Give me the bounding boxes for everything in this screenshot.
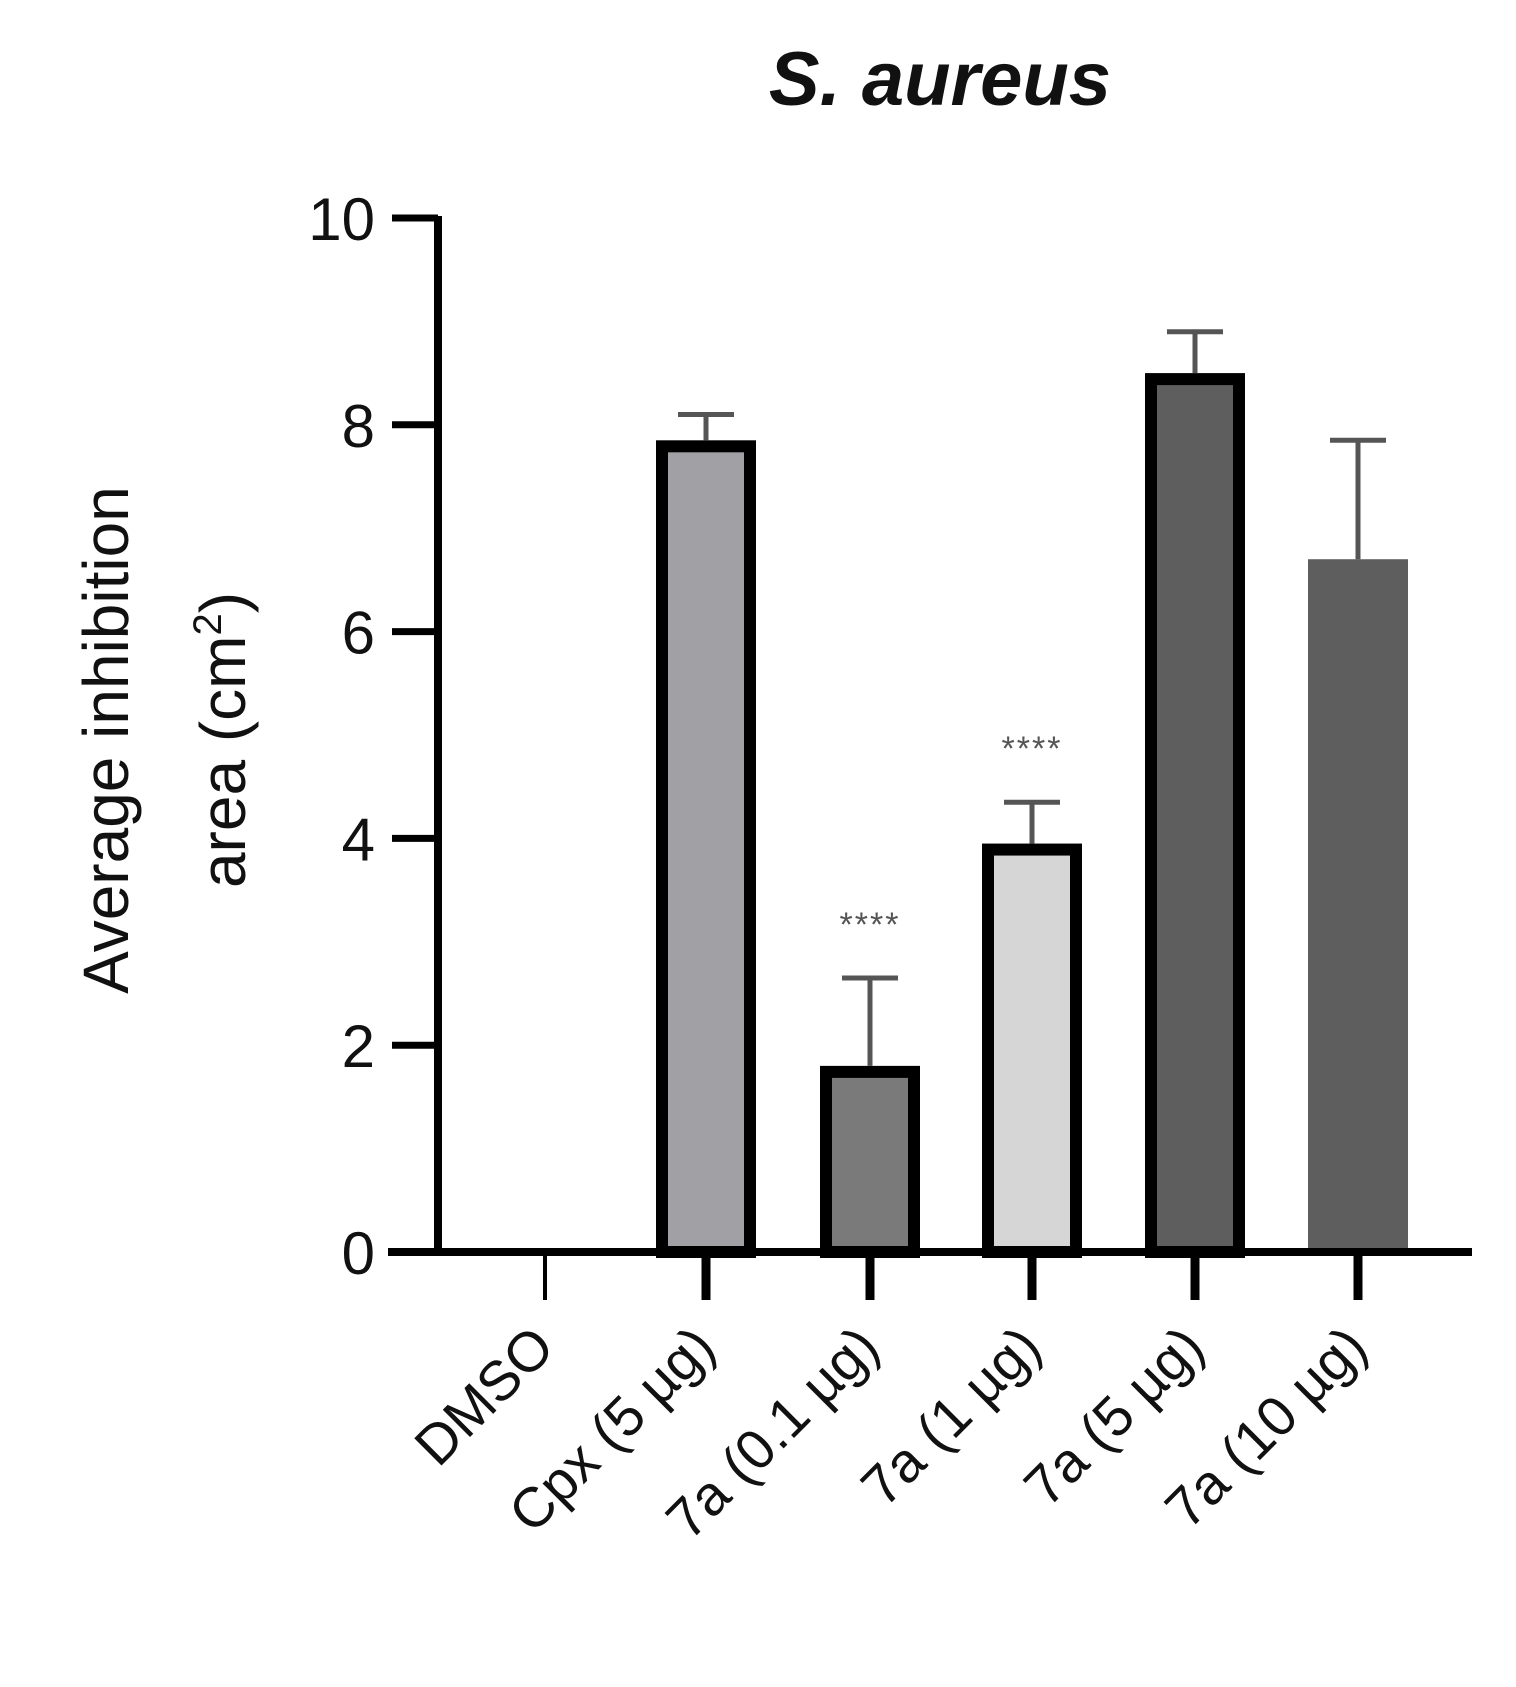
bar [820,1065,920,1258]
significance-label: **** [1002,730,1063,768]
y-axis-label-prefix: area (cm [187,636,259,889]
chart-title: S. aureus [769,37,1111,122]
y-tick-label: 6 [342,600,375,667]
y-tick-label: 8 [342,393,375,460]
bar [982,843,1082,1258]
x-tick-label: 7a (1 µg) [849,1314,1053,1518]
y-tick-label: 4 [342,806,375,873]
y-axis-label-line2: area (cm2) [186,592,259,888]
y-tick-label: 2 [342,1013,375,1080]
bar [1308,559,1408,1252]
y-axis-label-superscript: 2 [186,613,230,635]
x-tick-label: DMSO [402,1314,565,1477]
y-tick-label: 0 [342,1220,375,1287]
bar [1145,373,1245,1259]
y-axis-label-suffix: ) [187,592,259,613]
bar [656,440,756,1258]
y-tick-label: 10 [308,186,375,253]
y-axis-label-line1: Average inhibition [70,486,142,994]
significance-label: **** [840,906,901,944]
y-axis-label: Average inhibition [70,486,142,994]
